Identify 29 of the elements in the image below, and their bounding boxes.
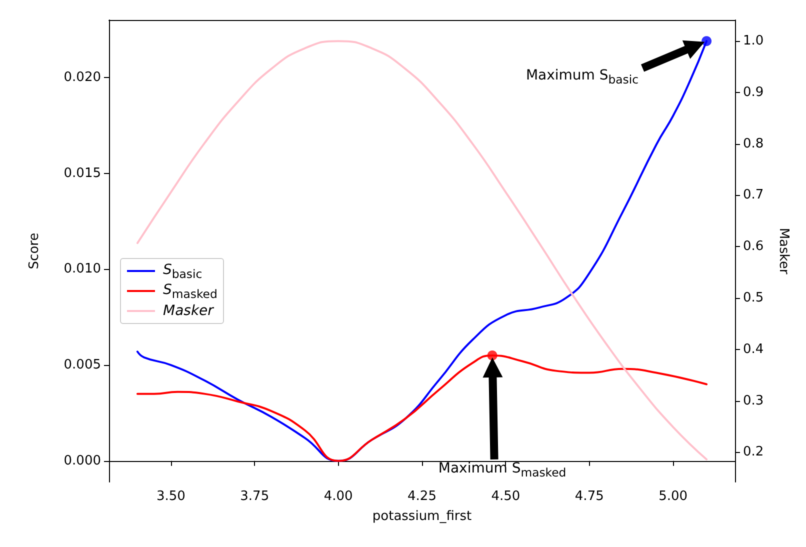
legend-label: S$_{masked}$	[163, 282, 218, 300]
y-tick-label: 0.010	[64, 262, 101, 277]
y2-axis-title: Masker	[776, 228, 791, 275]
x-tick-label: 4.50	[491, 489, 520, 504]
annotation: Maximum S$_{basic}$	[526, 68, 639, 86]
x-tick-label: 4.00	[324, 489, 353, 504]
y2-tick-label: 0.3	[743, 393, 764, 408]
y-tick-label: 0.020	[64, 70, 101, 86]
x-tick-label: 3.50	[156, 489, 186, 504]
x-axis-title: potassium_first	[372, 509, 472, 524]
legend-label: S$_{basic}$	[163, 262, 202, 280]
annotation: Maximum S$_{masked}$	[438, 461, 566, 480]
y-axis-title: Score	[27, 232, 42, 270]
y-tick-label: 0.000	[64, 453, 101, 468]
x-tick-label: 4.25	[408, 489, 436, 504]
legend-label: Masker	[163, 303, 214, 319]
y-tick-label: 0.015	[64, 166, 101, 181]
y2-tick-label: 0.6	[743, 239, 764, 254]
y2-tick-label: 0.4	[743, 342, 764, 357]
y2-tick-label: 0.8	[743, 136, 764, 152]
y2-tick-label: 0.9	[743, 84, 764, 100]
y2-tick-label: 0.2	[743, 444, 764, 460]
x-tick-label: 3.75	[240, 489, 270, 504]
x-tick-label: 4.75	[574, 489, 604, 504]
y-tick-label: 0.005	[64, 358, 101, 373]
y2-tick-label: 0.5	[743, 290, 764, 306]
y2-tick-label: 1.0	[743, 34, 764, 49]
x-tick-label: 5.00	[658, 489, 688, 504]
y2-tick-label: 0.7	[743, 188, 764, 203]
